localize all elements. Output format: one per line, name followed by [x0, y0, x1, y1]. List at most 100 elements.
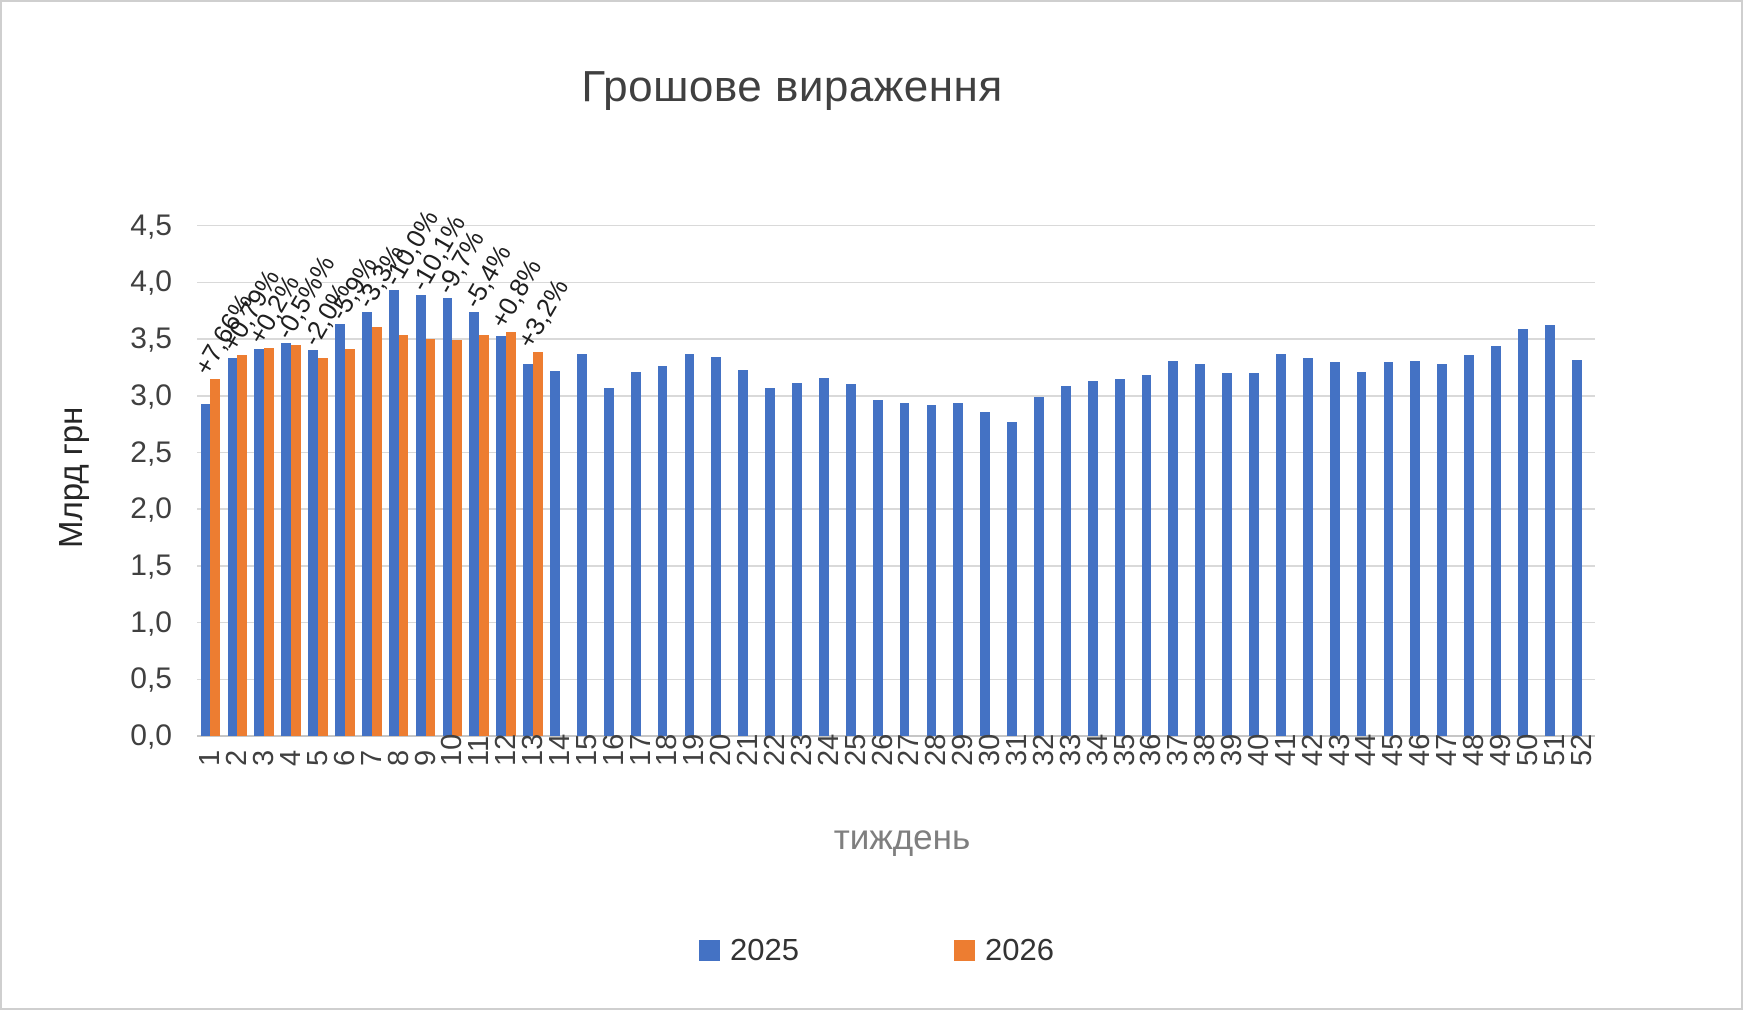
- x-axis-title: тиждень: [833, 818, 971, 857]
- x-tick-label-text: 32: [1027, 733, 1060, 766]
- x-tick-label-text: 42: [1296, 733, 1329, 766]
- bar-2025-week-51: [1544, 325, 1555, 736]
- gridline: [197, 451, 1595, 454]
- bar-2025-week-30: [980, 411, 991, 736]
- x-tick-label: 2: [221, 744, 254, 828]
- bar-2025-week-36: [1141, 375, 1152, 736]
- bar-2025-week-52: [1571, 359, 1582, 736]
- x-tick-label-text: 9: [409, 749, 442, 766]
- x-tick-label: 5: [301, 744, 334, 828]
- bar-2025-week-4: [281, 342, 292, 736]
- x-tick-label: 32: [1027, 733, 1060, 828]
- bar-2025-week-18: [657, 366, 668, 736]
- x-tick-label-text: 45: [1377, 733, 1410, 766]
- bar-2025-week-11: [469, 311, 480, 736]
- bar-2025-week-46: [1410, 360, 1421, 736]
- bar-2025-week-24: [818, 377, 829, 736]
- bar-2025-week-42: [1302, 358, 1313, 736]
- x-tick-label-text: 34: [1081, 733, 1114, 766]
- x-tick-label: 40: [1243, 734, 1275, 828]
- x-tick-label: 15: [571, 734, 603, 828]
- x-tick-label-text: 27: [893, 733, 926, 766]
- x-tick-label-text: 44: [1350, 733, 1383, 766]
- bar-2025-week-19: [684, 353, 695, 736]
- x-tick-label-text: 4: [275, 749, 308, 766]
- bar-2025-week-35: [1114, 378, 1125, 736]
- gridline: [197, 395, 1595, 397]
- legend-label-2025: 2025: [730, 932, 799, 967]
- x-tick-label: 1: [194, 744, 227, 828]
- x-tick-label-text: 13: [517, 733, 550, 766]
- x-tick-label: 22: [759, 734, 791, 828]
- bar-2026-week-10: [452, 340, 463, 736]
- x-tick-label-text: 3: [248, 749, 281, 766]
- x-tick-label-text: 28: [920, 733, 953, 766]
- x-tick-label: 17: [625, 734, 657, 828]
- bar-2025-week-50: [1517, 328, 1528, 736]
- x-tick-label-text: 49: [1484, 733, 1517, 766]
- bar-2025-week-45: [1383, 361, 1394, 736]
- bar-2025-week-31: [1007, 421, 1017, 736]
- bar-2025-week-13: [523, 364, 534, 736]
- x-tick-label-text: 24: [812, 733, 845, 766]
- x-tick-label-text: 47: [1431, 733, 1464, 766]
- gridline: [197, 565, 1595, 567]
- bar-2025-week-38: [1195, 364, 1206, 736]
- bar-2026-week-13: [533, 351, 543, 736]
- x-tick-label-text: 25: [839, 733, 872, 766]
- bar-2026-week-4: [291, 344, 301, 736]
- x-tick-label-text: 41: [1269, 733, 1302, 766]
- x-tick-label: 20: [705, 733, 738, 828]
- x-tick-label: 14: [543, 733, 576, 828]
- x-tick-label: 45: [1377, 733, 1410, 828]
- x-tick-label: 29: [947, 733, 980, 828]
- x-tick-label: 31: [1001, 734, 1033, 828]
- x-tick-label-text: 8: [382, 749, 415, 766]
- x-tick-label-text: 48: [1458, 733, 1491, 766]
- bar-2025-week-12: [496, 335, 507, 736]
- x-tick-label-text: 29: [947, 733, 980, 766]
- x-tick-label-text: 51: [1538, 733, 1571, 766]
- bar-2025-week-22: [765, 387, 776, 736]
- bar-2025-week-43: [1329, 361, 1340, 736]
- bar-2025-week-17: [630, 371, 641, 736]
- bar-2025-week-16: [603, 387, 614, 736]
- gridline: [197, 224, 1595, 227]
- x-tick-label-text: 23: [785, 733, 818, 766]
- bar-2025-week-26: [872, 400, 883, 736]
- x-tick-label-text: 16: [597, 733, 630, 766]
- x-tick-label-text: 39: [1216, 733, 1249, 766]
- x-tick-label: 6: [329, 744, 361, 828]
- bar-2025-week-14: [550, 370, 560, 736]
- x-tick-label-text: 43: [1323, 733, 1356, 766]
- x-tick-label: 38: [1189, 733, 1222, 828]
- y-tick-label: 3,0: [130, 378, 172, 412]
- x-tick-label-text: 5: [301, 749, 334, 766]
- bar-2025-week-32: [1034, 396, 1044, 736]
- bar-2025-week-8: [388, 290, 399, 736]
- y-tick-label: 4,5: [130, 208, 172, 242]
- bar-2025-week-10: [442, 298, 453, 736]
- bar-2025-week-39: [1222, 373, 1233, 736]
- x-tick-label: 34: [1081, 733, 1114, 828]
- y-tick-label: 0,0: [130, 719, 172, 752]
- x-tick-label-text: 2: [221, 749, 254, 766]
- x-tick-label: 46: [1404, 734, 1436, 828]
- gridline: [197, 338, 1595, 340]
- x-tick-label-text: 14: [543, 733, 576, 766]
- x-tick-label: 49: [1484, 733, 1517, 828]
- y-tick-label: 2,0: [130, 492, 172, 526]
- x-tick-label-text: 38: [1189, 733, 1222, 766]
- legend-swatch-2026-icon: [954, 939, 975, 961]
- x-tick-label: 8: [382, 744, 415, 828]
- x-tick-label-text: 37: [1162, 733, 1195, 766]
- bar-2026-week-9: [425, 339, 436, 736]
- x-tick-label: 52: [1566, 734, 1598, 828]
- x-tick-label: 47: [1431, 733, 1464, 828]
- x-tick-label-text: 11: [463, 735, 496, 766]
- x-tick-label-text: 20: [705, 733, 738, 766]
- x-tick-label: 33: [1055, 734, 1087, 828]
- x-tick-label: 25: [839, 733, 872, 828]
- x-tick-label: 21: [732, 734, 764, 828]
- x-tick-label-text: 1: [194, 749, 227, 766]
